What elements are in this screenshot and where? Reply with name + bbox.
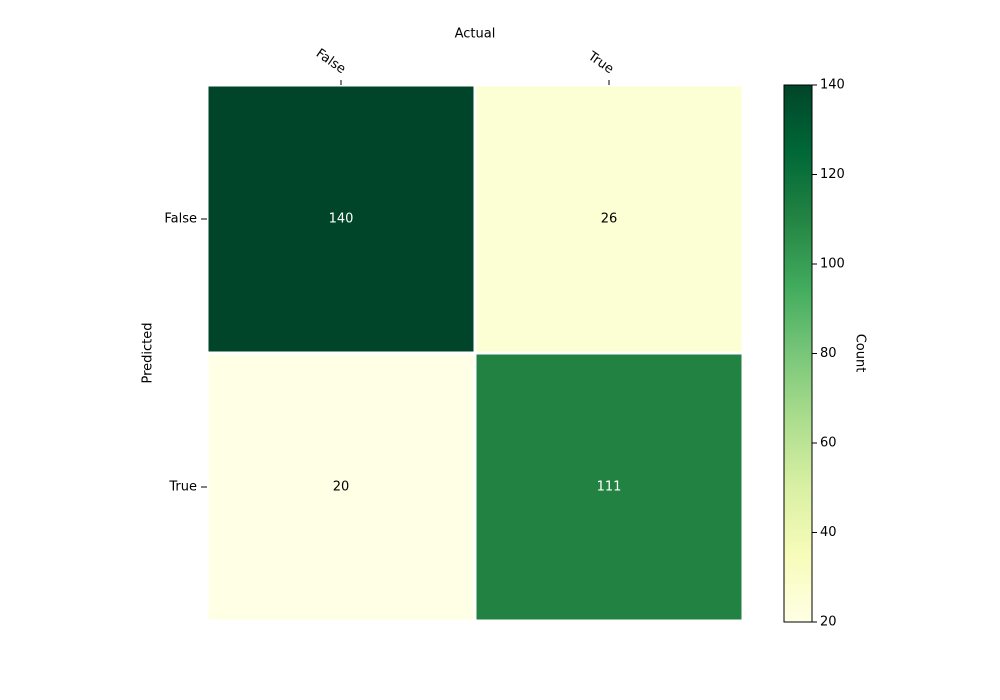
cell-label: 20 xyxy=(333,480,350,495)
colorbar-tick-label: 40 xyxy=(820,525,837,540)
cell-label: 26 xyxy=(601,212,618,227)
y-tick-label: False xyxy=(164,212,197,227)
colorbar-title: Count xyxy=(853,334,868,373)
colorbar-tick-label: 60 xyxy=(820,436,837,451)
heatmap-cell xyxy=(205,83,477,355)
colorbar-tick-label: 80 xyxy=(820,346,837,361)
colorbar-tick-label: 100 xyxy=(820,257,845,272)
x-tick-label: True xyxy=(584,48,616,77)
y-tick-label: True xyxy=(168,480,197,495)
colorbar-tick-label: 20 xyxy=(820,615,837,630)
heatmap-cell xyxy=(473,351,745,623)
x-tick-label: False xyxy=(313,46,348,77)
colorbar xyxy=(783,84,813,623)
heatmap-cell xyxy=(473,83,745,355)
colorbar-tick-label: 120 xyxy=(820,167,845,182)
y-axis-title: Predicted xyxy=(141,322,156,383)
cell-label: 140 xyxy=(329,212,354,227)
cell-label: 111 xyxy=(597,480,622,495)
x-axis-title: Actual xyxy=(455,27,496,42)
colorbar-tick-label: 140 xyxy=(820,78,845,93)
heatmap-cell xyxy=(205,351,477,623)
